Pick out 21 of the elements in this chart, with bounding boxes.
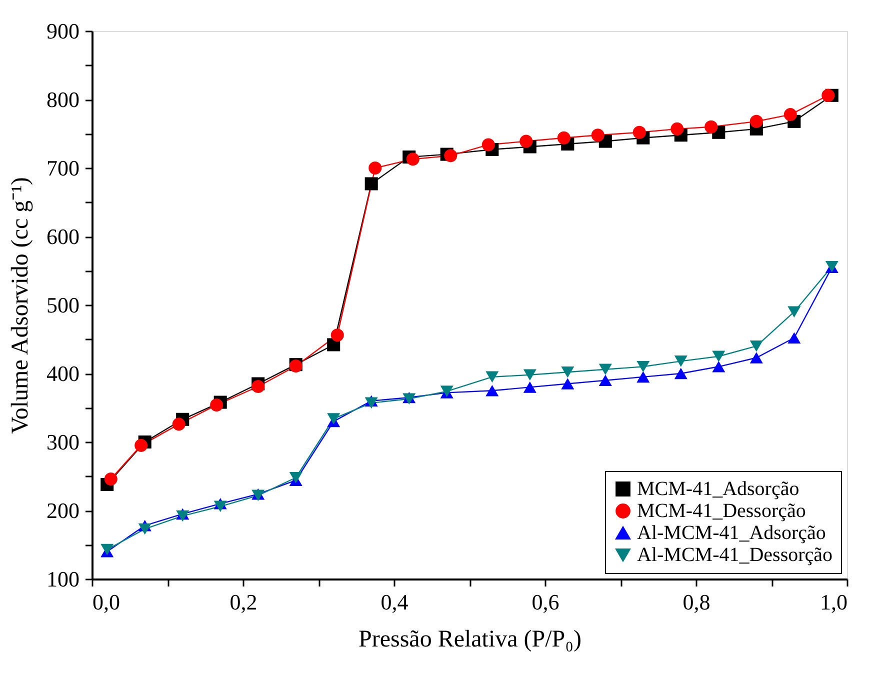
y-tick-label: 500 xyxy=(46,292,80,318)
y-tick-label: 300 xyxy=(46,430,80,454)
y-axis-title: Volume Adsorvido (cc g⁻¹) xyxy=(8,177,34,434)
legend-label: MCM-41_Dessorção xyxy=(637,500,806,522)
x-tick-label: 0,0 xyxy=(92,590,120,614)
legend-label: Al-MCM-41_Dessorção xyxy=(637,544,833,566)
y-tick-label: 700 xyxy=(46,156,80,180)
y-tick-label: 900 xyxy=(46,18,80,44)
y-tick-label: 400 xyxy=(46,361,80,386)
x-tick-label: 1,0 xyxy=(820,590,848,614)
y-tick-label: 800 xyxy=(46,87,80,112)
y-tick-label: 100 xyxy=(46,566,80,592)
x-tick-label: 0,6 xyxy=(532,590,560,614)
x-tick-label: 0,2 xyxy=(230,590,258,614)
legend-label: MCM-41_Adsorção xyxy=(637,478,800,500)
x-tick-label: 0,4 xyxy=(380,590,408,614)
x-axis-title: Pressão Relativa (P/P₀) xyxy=(358,626,582,652)
legend-label: Al-MCM-41_Adsorção xyxy=(637,522,826,544)
y-tick-label: 200 xyxy=(46,498,80,523)
x-tick-label: 0,8 xyxy=(682,590,710,614)
y-tick-label: 600 xyxy=(46,224,80,249)
